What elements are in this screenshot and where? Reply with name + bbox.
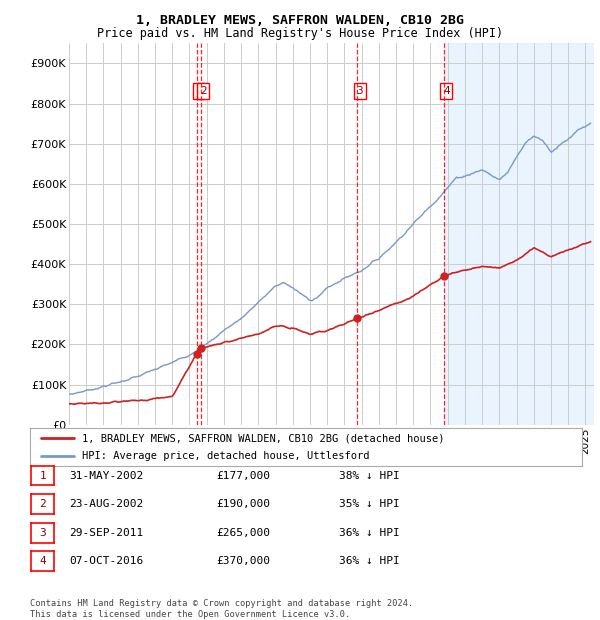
Text: £370,000: £370,000 (216, 556, 270, 566)
Text: 4: 4 (39, 556, 46, 566)
Text: 35% ↓ HPI: 35% ↓ HPI (339, 499, 400, 509)
Text: 36% ↓ HPI: 36% ↓ HPI (339, 556, 400, 566)
Text: 07-OCT-2016: 07-OCT-2016 (69, 556, 143, 566)
Text: Contains HM Land Registry data © Crown copyright and database right 2024.
This d: Contains HM Land Registry data © Crown c… (30, 600, 413, 619)
Text: 29-SEP-2011: 29-SEP-2011 (69, 528, 143, 538)
Text: 36% ↓ HPI: 36% ↓ HPI (339, 528, 400, 538)
Text: 1: 1 (196, 86, 203, 96)
Text: £190,000: £190,000 (216, 499, 270, 509)
Text: 31-MAY-2002: 31-MAY-2002 (69, 471, 143, 480)
Text: 3: 3 (356, 86, 363, 96)
Text: 1, BRADLEY MEWS, SAFFRON WALDEN, CB10 2BG (detached house): 1, BRADLEY MEWS, SAFFRON WALDEN, CB10 2B… (82, 433, 445, 443)
Text: Price paid vs. HM Land Registry's House Price Index (HPI): Price paid vs. HM Land Registry's House … (97, 27, 503, 40)
Text: £177,000: £177,000 (216, 471, 270, 480)
Text: 38% ↓ HPI: 38% ↓ HPI (339, 471, 400, 480)
Text: £265,000: £265,000 (216, 528, 270, 538)
Bar (444, 43, 594, 425)
Text: 1: 1 (39, 471, 46, 480)
Text: 2: 2 (200, 86, 206, 96)
Text: 1, BRADLEY MEWS, SAFFRON WALDEN, CB10 2BG: 1, BRADLEY MEWS, SAFFRON WALDEN, CB10 2B… (136, 14, 464, 27)
Text: 3: 3 (39, 528, 46, 538)
Text: HPI: Average price, detached house, Uttlesford: HPI: Average price, detached house, Uttl… (82, 451, 370, 461)
Text: 23-AUG-2002: 23-AUG-2002 (69, 499, 143, 509)
Text: 2: 2 (39, 499, 46, 509)
Text: 4: 4 (443, 86, 449, 96)
